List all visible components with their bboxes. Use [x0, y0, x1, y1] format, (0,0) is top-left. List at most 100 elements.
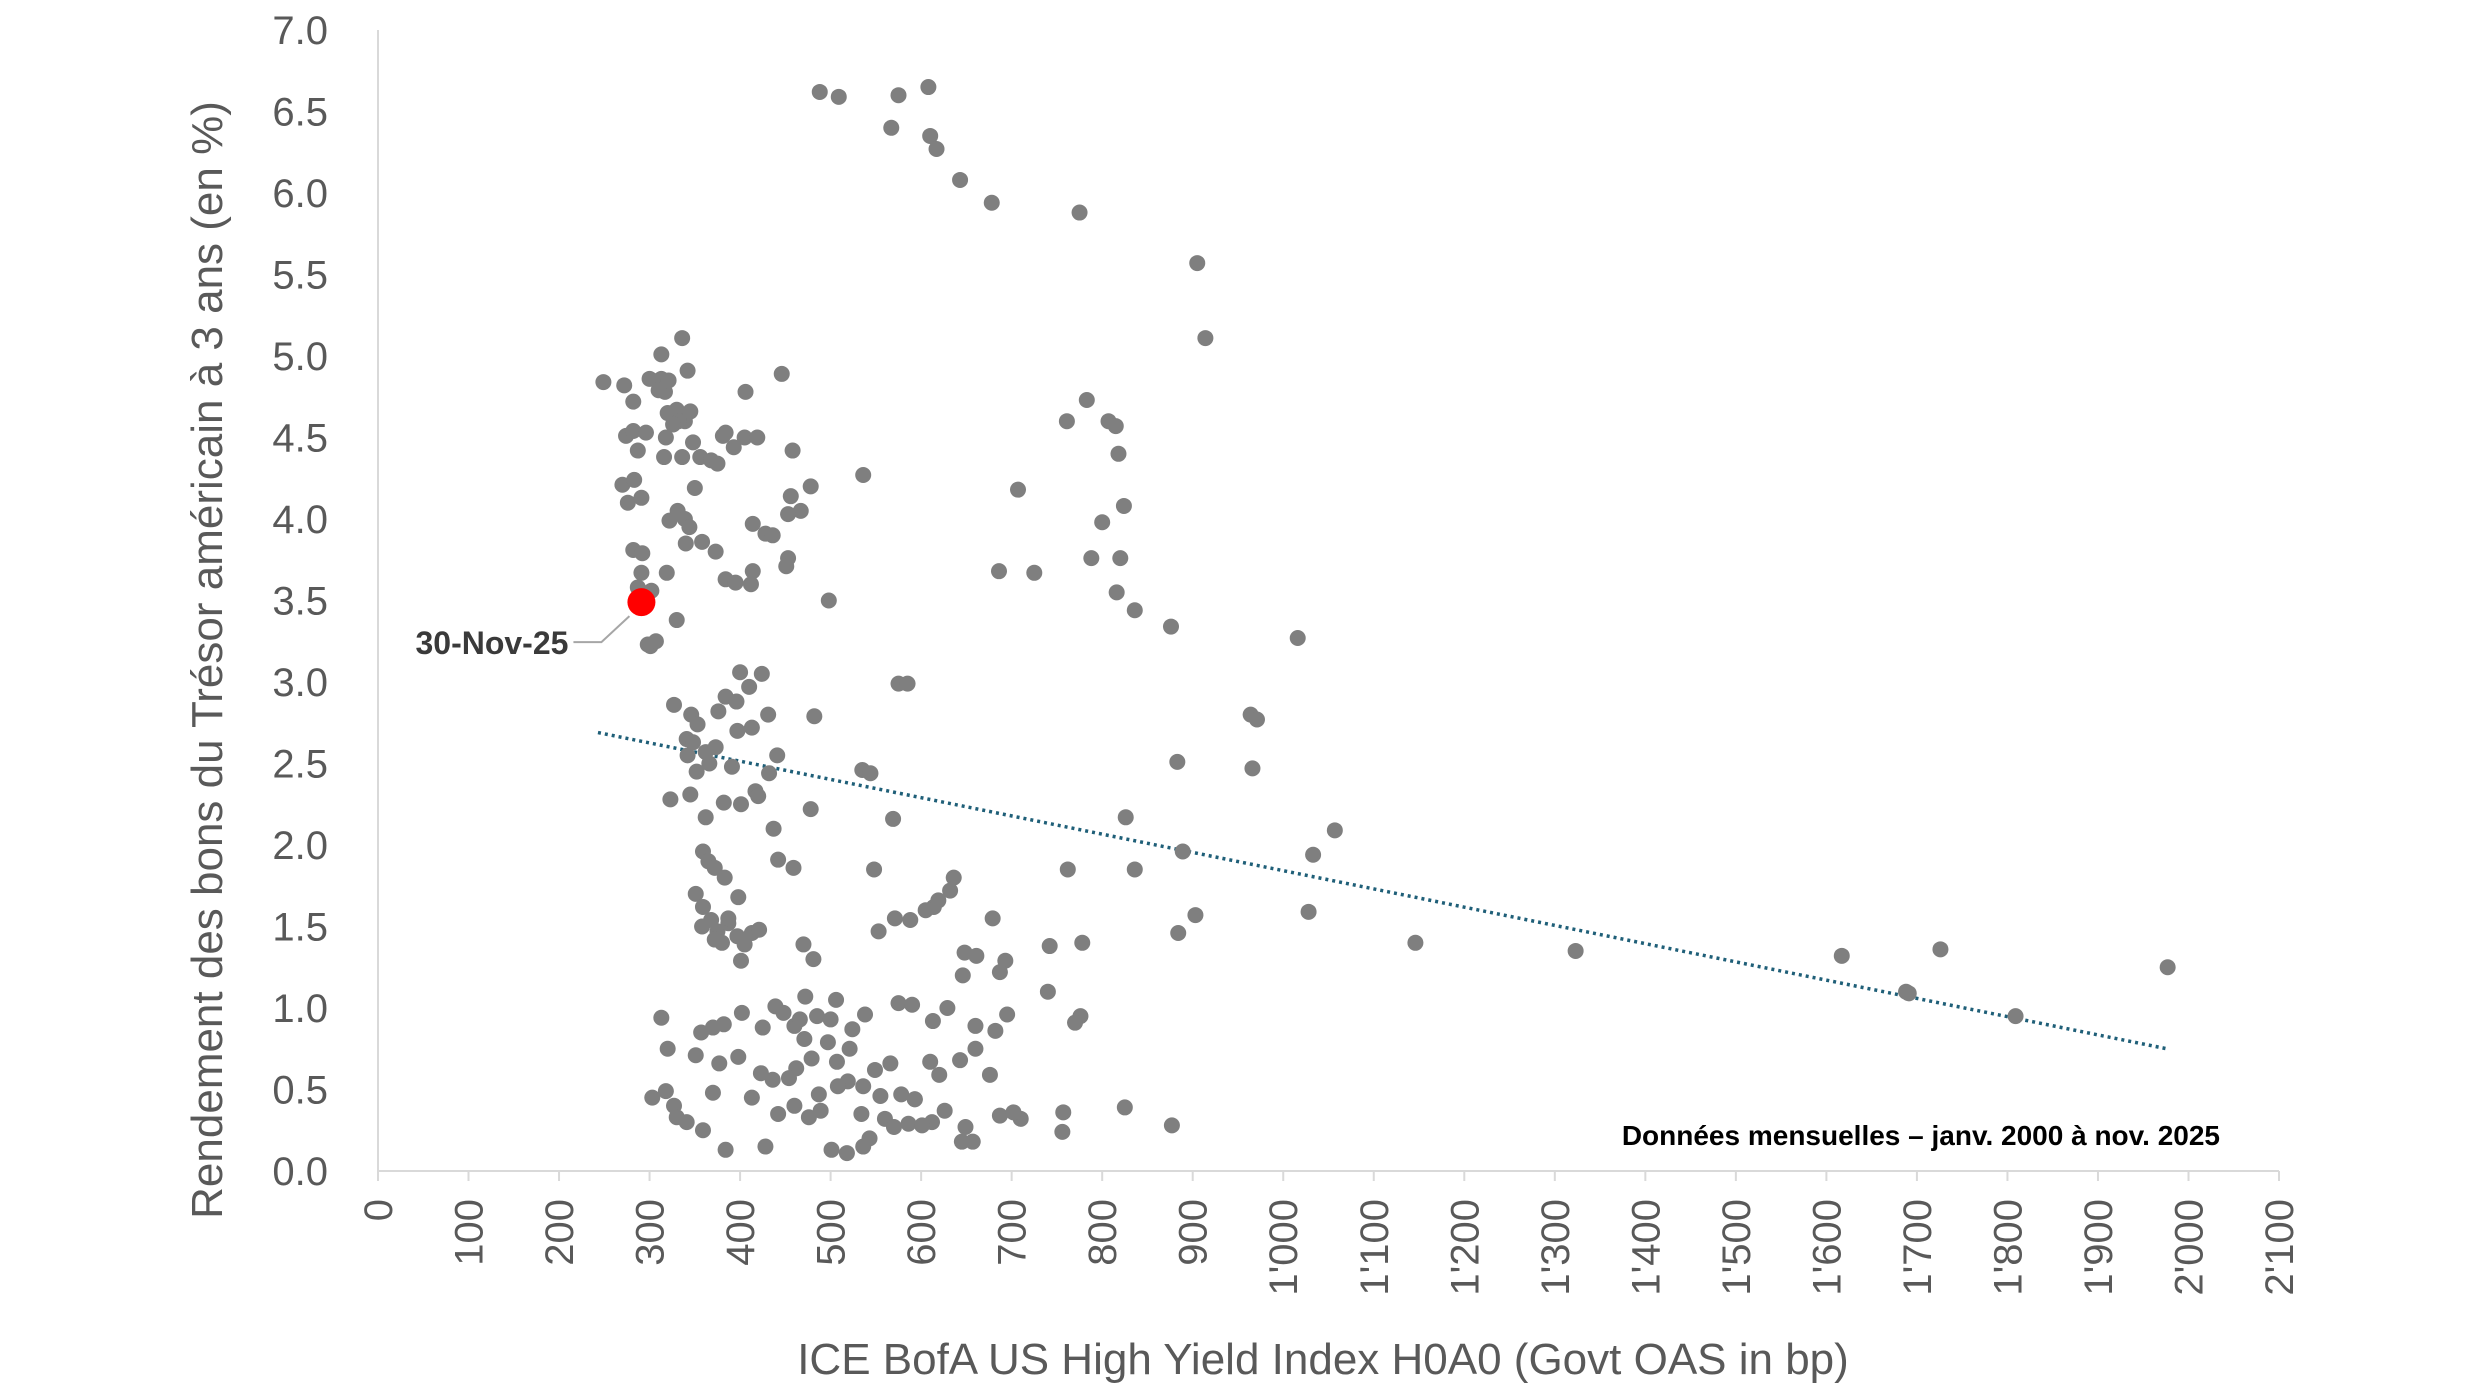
- data-point: [730, 1048, 747, 1065]
- x-tick-label: 700: [991, 1199, 1035, 1266]
- data-point: [744, 563, 761, 580]
- data-point: [802, 478, 819, 495]
- highlight-layer: 30-Nov-25: [415, 588, 656, 661]
- data-point: [1041, 938, 1058, 955]
- data-point: [1163, 1117, 1180, 1134]
- data-point: [662, 791, 679, 808]
- data-point: [1244, 760, 1261, 777]
- x-tick-label: 800: [1081, 1199, 1125, 1266]
- data-point: [861, 1130, 878, 1147]
- data-point: [665, 416, 682, 433]
- data-point: [855, 466, 872, 483]
- x-tick-label: 1'300: [1534, 1199, 1578, 1296]
- data-point: [728, 693, 745, 710]
- x-tick-label: 500: [810, 1199, 854, 1266]
- data-point: [707, 543, 724, 560]
- axes-layer: 0.0 0.5 1.0 1.5 2.0 2.5 3.0 3.5 4.0 4.5 5.0 5.5 6.0 6…: [272, 9, 2302, 1296]
- data-point: [922, 127, 939, 144]
- data-point: [844, 1021, 861, 1038]
- data-point: [1094, 514, 1111, 531]
- data-point: [1900, 985, 1917, 1002]
- data-point: [637, 424, 654, 441]
- data-point: [656, 449, 673, 466]
- data-point: [657, 429, 674, 446]
- data-point: [1010, 481, 1027, 498]
- data-point: [727, 574, 744, 591]
- data-point: [917, 902, 934, 919]
- data-point: [717, 1141, 734, 1158]
- data-point: [634, 545, 651, 562]
- data-point: [822, 1011, 839, 1028]
- data-point: [619, 494, 636, 511]
- data-point: [791, 1011, 808, 1028]
- data-point: [715, 1016, 732, 1033]
- data-point: [707, 739, 724, 756]
- data-point: [711, 1055, 728, 1072]
- data-point: [853, 1105, 870, 1122]
- y-tick-label: 5.5: [272, 254, 328, 298]
- data-point: [709, 455, 726, 472]
- data-point: [770, 851, 787, 868]
- points-layer: [595, 79, 2176, 1162]
- x-tick-label: 1'200: [1443, 1199, 1487, 1296]
- data-point: [797, 988, 814, 1005]
- data-point: [780, 506, 797, 523]
- data-point: [770, 1105, 787, 1122]
- data-point: [893, 1086, 910, 1103]
- data-point: [806, 708, 823, 725]
- data-point: [733, 952, 750, 969]
- data-point: [812, 1102, 829, 1119]
- x-tick-label: 2'100: [2258, 1199, 2302, 1296]
- data-point: [754, 1019, 771, 1036]
- data-point: [653, 346, 670, 363]
- data-point: [957, 1118, 974, 1135]
- y-tick-label: 4.0: [272, 498, 328, 542]
- data-point: [1117, 809, 1134, 826]
- data-point: [924, 1013, 941, 1030]
- data-point: [899, 675, 916, 692]
- data-point: [736, 429, 753, 446]
- data-point: [716, 869, 733, 886]
- y-tick-label: 6.5: [272, 91, 328, 135]
- data-point: [928, 140, 945, 157]
- data-point: [717, 424, 734, 441]
- data-point: [659, 1040, 676, 1057]
- data-point: [1110, 445, 1127, 462]
- data-point: [1039, 983, 1056, 1000]
- data-point: [764, 1071, 781, 1088]
- data-point: [890, 995, 907, 1012]
- data-point: [841, 1040, 858, 1057]
- data-point: [744, 515, 761, 532]
- data-point: [983, 194, 1000, 211]
- data-point: [805, 951, 822, 968]
- data-point: [644, 1089, 661, 1106]
- data-point: [820, 592, 837, 609]
- data-point: [685, 434, 702, 451]
- data-point: [795, 936, 812, 953]
- data-point: [725, 439, 742, 456]
- data-point: [710, 703, 727, 720]
- data-point: [720, 910, 737, 927]
- data-point: [625, 422, 642, 439]
- data-point: [1162, 618, 1179, 635]
- data-point: [862, 765, 879, 782]
- data-point: [737, 383, 754, 400]
- x-tick-label: 400: [719, 1199, 763, 1266]
- x-tick-label: 1'000: [1262, 1199, 1306, 1296]
- data-point: [823, 1141, 840, 1158]
- trendline-layer: [597, 730, 2168, 1051]
- data-point: [922, 1053, 939, 1070]
- data-point: [1567, 942, 1584, 959]
- data-point: [1326, 822, 1343, 839]
- trendline: [597, 730, 2168, 1051]
- data-point: [653, 1009, 670, 1026]
- data-point: [1074, 934, 1091, 951]
- y-tick-label: 7.0: [272, 9, 328, 53]
- data-point: [886, 910, 903, 927]
- data-point: [786, 1097, 803, 1114]
- data-point: [616, 377, 633, 394]
- data-point: [1169, 753, 1186, 770]
- data-point: [626, 471, 643, 488]
